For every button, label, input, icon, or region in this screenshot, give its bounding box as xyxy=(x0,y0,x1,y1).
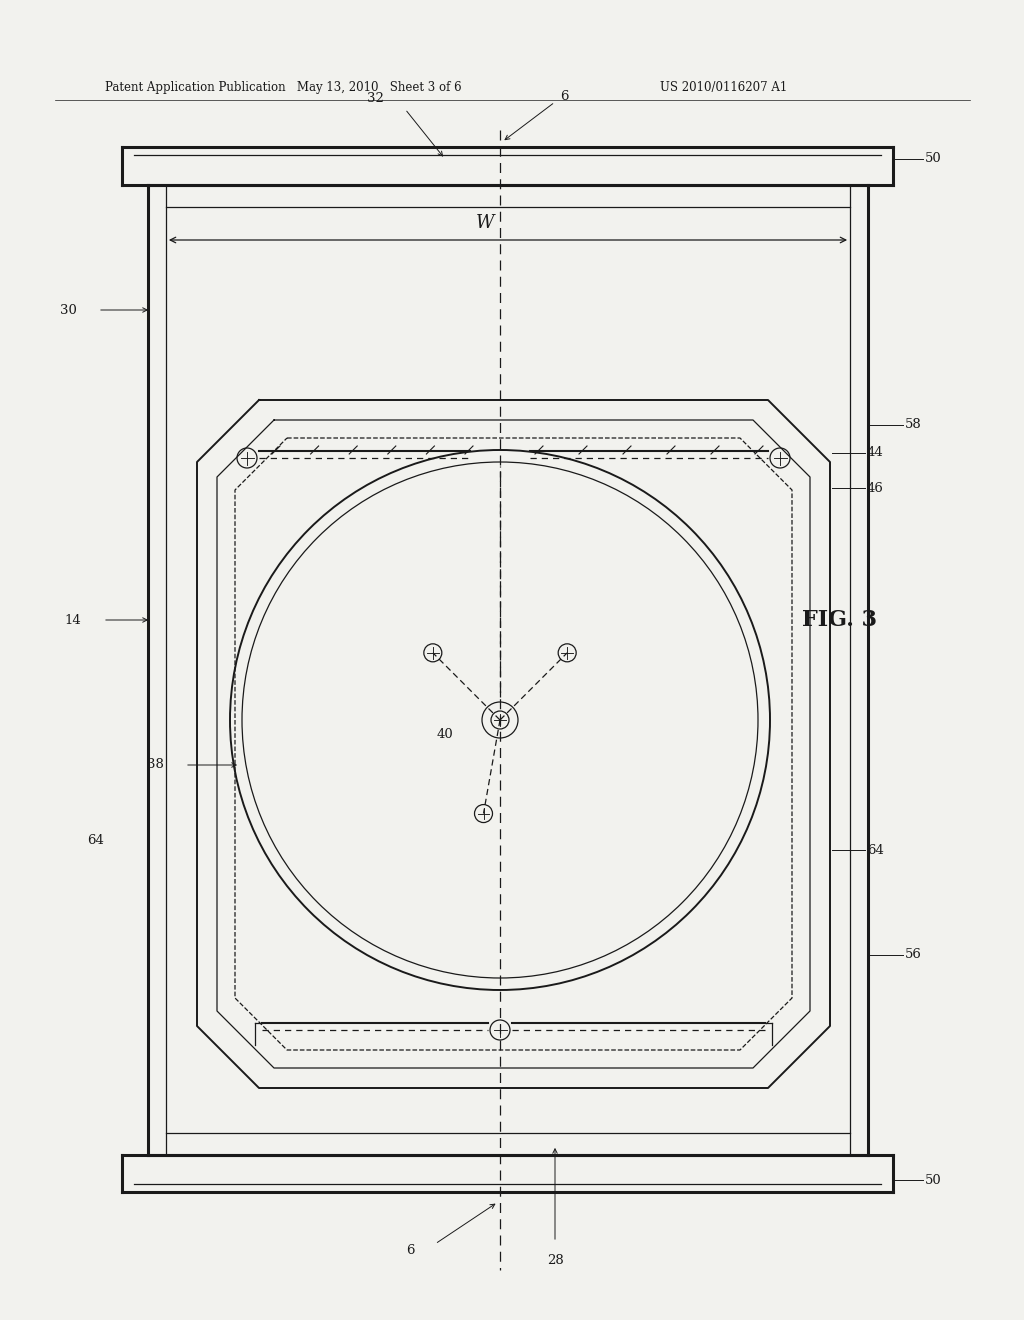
Text: 6: 6 xyxy=(406,1243,415,1257)
Text: Patent Application Publication   May 13, 2010   Sheet 3 of 6: Patent Application Publication May 13, 2… xyxy=(105,82,462,95)
Text: 40: 40 xyxy=(436,729,454,742)
Text: US 2010/0116207 A1: US 2010/0116207 A1 xyxy=(660,82,787,95)
Text: 58: 58 xyxy=(905,418,922,432)
Text: 46: 46 xyxy=(867,482,884,495)
Text: 38: 38 xyxy=(146,759,164,771)
Text: 32: 32 xyxy=(367,92,383,106)
Text: 50: 50 xyxy=(925,153,942,165)
Text: 44: 44 xyxy=(867,446,884,459)
Text: W: W xyxy=(476,214,495,232)
Text: 56: 56 xyxy=(905,949,922,961)
Text: 64: 64 xyxy=(867,843,884,857)
Text: 50: 50 xyxy=(925,1173,942,1187)
Text: 64: 64 xyxy=(88,833,104,846)
Text: 28: 28 xyxy=(547,1254,563,1267)
Text: 6: 6 xyxy=(560,91,568,103)
Text: 14: 14 xyxy=(65,614,81,627)
Text: FIG. 3: FIG. 3 xyxy=(803,609,878,631)
Text: 30: 30 xyxy=(59,304,77,317)
